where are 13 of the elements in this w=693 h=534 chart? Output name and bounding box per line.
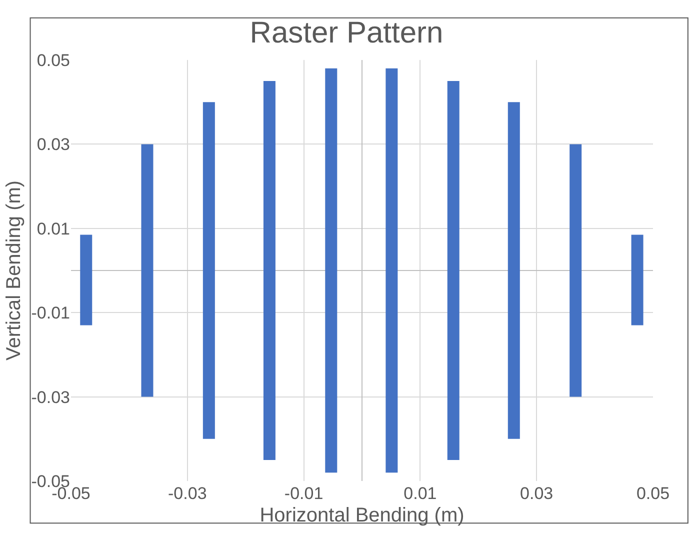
y-tick-label: 0.05 [36,50,70,70]
x-tick-label: 0.05 [636,484,670,503]
y-tick-label: -0.01 [31,304,70,323]
x-tick-label: 0.01 [404,484,437,503]
chart-title: Raster Pattern [250,16,444,50]
y-tick-label: 0.01 [36,219,70,238]
y-tick-label: -0.03 [31,388,70,407]
x-tick-label: -0.03 [168,484,207,503]
y-tick-label: 0.03 [36,135,70,154]
y-axis-title: Vertical Bending (m) [2,180,25,361]
x-tick-label: 0.03 [520,484,554,503]
x-tick-label: -0.01 [284,484,324,503]
x-axis-title: Horizontal Bending (m) [260,504,464,526]
